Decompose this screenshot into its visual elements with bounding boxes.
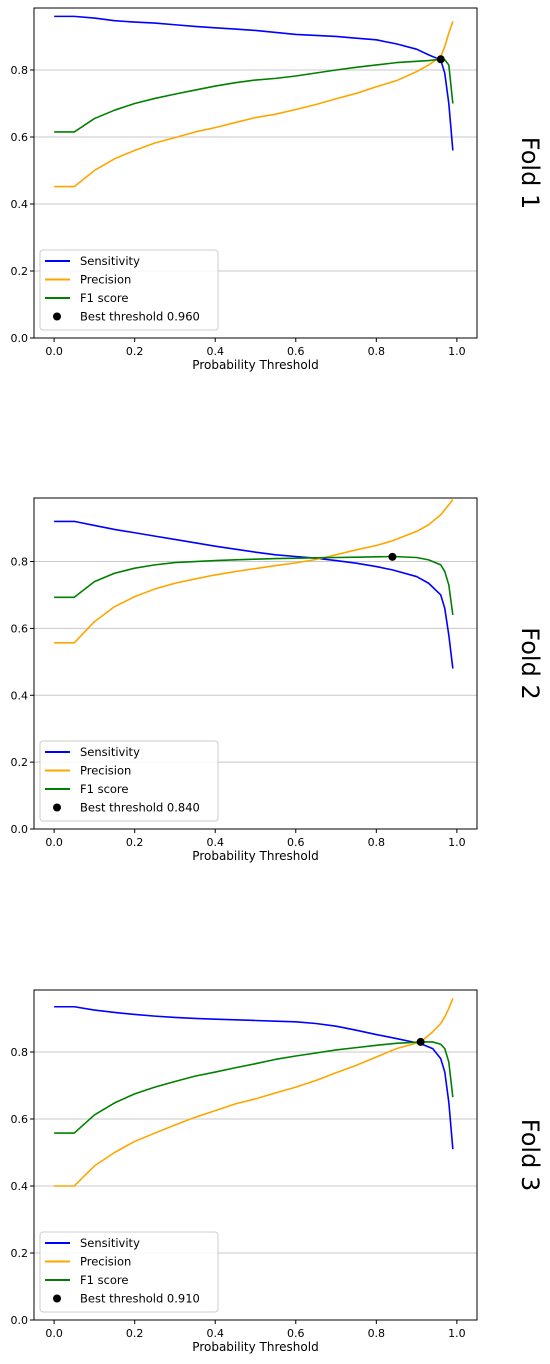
series-line: [54, 1005, 454, 1150]
series-line: [54, 555, 454, 616]
x-tick-label: 0.0: [45, 345, 63, 358]
x-axis-label: Probability Threshold: [192, 1340, 318, 1354]
y-tick-label: 0.8: [11, 556, 29, 569]
x-tick-label: 0.6: [287, 1327, 305, 1340]
y-tick-label: 0.4: [11, 198, 29, 211]
x-tick-label: 0.8: [368, 836, 386, 849]
axes-frame: [33, 497, 478, 830]
series-line: [54, 58, 454, 133]
y-tick-label: 0.4: [11, 689, 29, 702]
legend-marker: [53, 803, 61, 812]
legend-box: [39, 740, 219, 822]
y-tick-label: 0.0: [11, 1314, 29, 1327]
y-tick-label: 0.6: [11, 622, 29, 635]
x-tick-label: 0.8: [368, 345, 386, 358]
fold-chart: 0.0 0.2 0.4 0.6 0.8 0.0 0.2 0.4 0.6 0.8 1.0 Probabi…: [11, 497, 544, 863]
x-tick-label: 0.2: [126, 836, 144, 849]
x-tick-label: 0.6: [287, 345, 305, 358]
legend-label: Sensitivity: [80, 254, 140, 268]
legend-label: Sensitivity: [80, 745, 140, 759]
x-tick-label: 0.0: [45, 836, 63, 849]
axes-frame: [33, 7, 478, 339]
x-axis-label: Probability Threshold: [192, 849, 318, 863]
y-tick-label: 0.2: [11, 756, 29, 769]
x-tick-label: 0.4: [206, 345, 224, 358]
fold-chart: 0.0 0.2 0.4 0.6 0.8 0.0 0.2 0.4 0.6 0.8 1.0 Probabi…: [11, 7, 544, 372]
y-tick-label: 0.6: [11, 1113, 29, 1126]
legend-marker: [53, 1294, 61, 1303]
legend-marker: [53, 312, 61, 321]
legend-label: Best threshold 0.910: [80, 1292, 200, 1306]
y-tick-label: 0.4: [11, 1180, 29, 1193]
x-tick-label: 0.8: [368, 1327, 386, 1340]
legend-label: Best threshold 0.960: [80, 310, 200, 324]
y-tick-label: 0.2: [11, 1247, 29, 1260]
legend-label: F1 score: [80, 1273, 129, 1287]
x-tick-label: 0.2: [126, 345, 144, 358]
y-tick-label: 0.6: [11, 131, 29, 144]
legend-label: F1 score: [80, 782, 129, 796]
x-tick-label: 0.4: [206, 1327, 224, 1340]
y-tick-label: 0.0: [11, 332, 29, 345]
legend-label: Precision: [80, 273, 131, 287]
x-tick-label: 1.0: [448, 345, 466, 358]
y-tick-label: 0.8: [11, 1046, 29, 1059]
series-line: [54, 1041, 454, 1134]
y-tick-label: 0.2: [11, 265, 29, 278]
fold-label: Fold 3: [516, 1119, 544, 1191]
best-threshold-point: [436, 55, 445, 64]
series-line: [54, 15, 454, 151]
legend-box: [39, 249, 219, 331]
legend-label: Precision: [80, 1255, 131, 1269]
x-tick-label: 0.4: [206, 836, 224, 849]
legend-label: Best threshold 0.840: [80, 801, 200, 815]
x-axis-label: Probability Threshold: [192, 358, 318, 372]
y-tick-label: 0.0: [11, 823, 29, 836]
series-line: [54, 499, 454, 644]
legend-label: F1 score: [80, 291, 129, 305]
y-tick-label: 0.8: [11, 64, 29, 77]
fold-label: Fold 1: [516, 137, 544, 209]
x-tick-label: 1.0: [448, 836, 466, 849]
axes-frame: [33, 989, 478, 1321]
x-tick-label: 0.2: [126, 1327, 144, 1340]
x-tick-label: 0.6: [287, 836, 305, 849]
series-line: [54, 21, 454, 188]
legend-box: [39, 1231, 219, 1313]
legend-label: Sensitivity: [80, 1236, 140, 1250]
best-threshold-point: [416, 1037, 425, 1046]
best-threshold-point: [388, 552, 397, 561]
x-tick-label: 1.0: [448, 1327, 466, 1340]
legend-label: Precision: [80, 764, 131, 778]
series-line: [54, 998, 454, 1187]
fold-chart: 0.0 0.2 0.4 0.6 0.8 0.0 0.2 0.4 0.6 0.8 1.0 Probabi…: [11, 989, 544, 1354]
series-line: [54, 520, 454, 669]
x-tick-label: 0.0: [45, 1327, 63, 1340]
fold-label: Fold 2: [516, 627, 544, 699]
